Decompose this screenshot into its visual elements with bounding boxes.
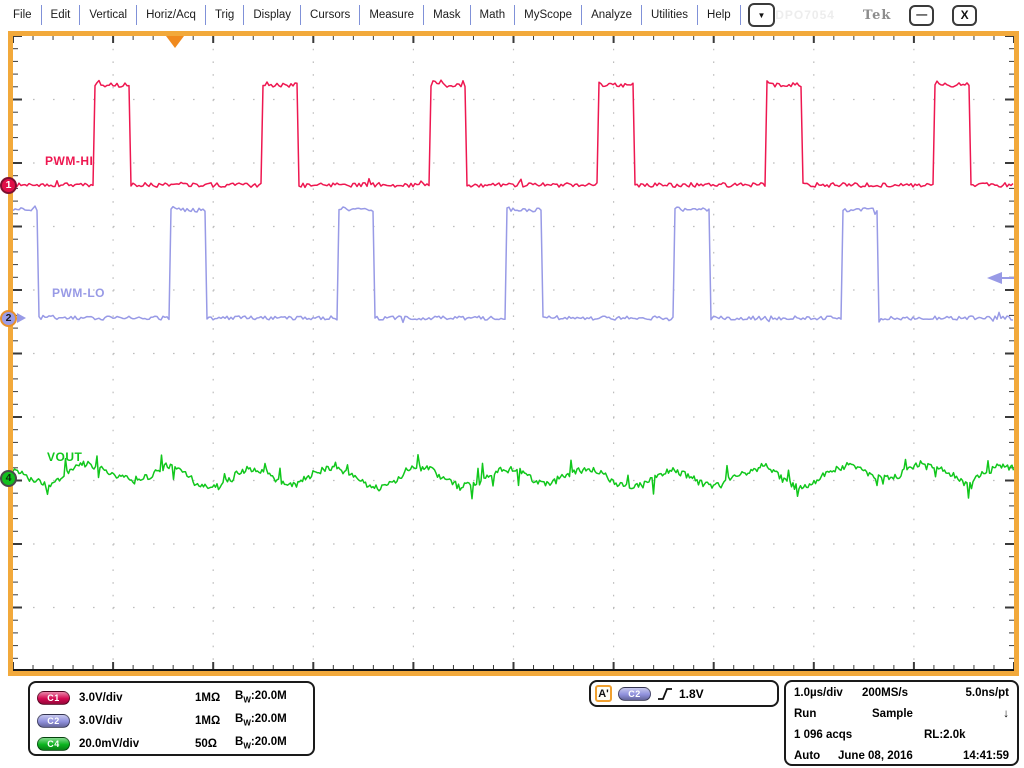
channel-1-marker[interactable]: 1: [0, 176, 17, 194]
c4-impedance-readout: 50Ω: [195, 737, 218, 750]
menu-item-math[interactable]: Math: [471, 5, 516, 25]
arrow-down-icon: ↓: [1003, 708, 1009, 720]
c4-scale-readout: 20.0mV/div: [79, 737, 140, 750]
c2-scale-readout: 3.0V/div: [79, 714, 123, 727]
channel-2-marker[interactable]: 2: [0, 309, 17, 327]
menu-bar: File Edit Vertical Horiz/Acq Trig Displa…: [0, 0, 1024, 30]
horizontal-readout-panel: 1.0µs/div 200MS/s 5.0ns/pt Run Sample ↓ …: [784, 680, 1019, 766]
trigger-level-arrow-icon[interactable]: [987, 272, 1002, 284]
channel-badge-c4[interactable]: C4: [37, 736, 70, 751]
trace-pwm-hi: [13, 79, 1014, 189]
timebase-scale: 1.0µs/div: [794, 687, 843, 699]
menu-item-horiz-acq[interactable]: Horiz/Acq: [137, 5, 206, 25]
channel-2-marker-label: 2: [5, 312, 12, 324]
timebase-row: 1.0µs/div 200MS/s 5.0ns/pt: [786, 687, 1017, 707]
menu-item-trig[interactable]: Trig: [206, 5, 245, 25]
channel-4-marker[interactable]: 4: [0, 469, 17, 487]
menu-item-mask[interactable]: Mask: [424, 5, 471, 25]
datetime-row: Auto June 08, 2016 14:41:59: [786, 750, 1017, 768]
channel-readout-row-c4: C4 20.0mV/div 50Ω BW:20.0M: [37, 732, 313, 755]
menu-item-myscope[interactable]: MyScope: [515, 5, 583, 25]
close-button[interactable]: X: [952, 4, 977, 26]
chevron-down-icon: ▼: [757, 10, 766, 20]
c2-impedance-readout: 1MΩ: [195, 714, 221, 727]
graticule-ticks: [13, 36, 1014, 671]
acquisition-count: 1 096 acqs: [794, 729, 853, 741]
scope-display: [13, 36, 1014, 671]
c1-scale-readout: 3.0V/div: [79, 691, 123, 704]
sample-rate: 200MS/s: [862, 687, 909, 699]
date-readout: June 08, 2016: [838, 750, 913, 762]
graticule: PWM-HI PWM-LO VOUT 1 2 4: [0, 31, 1019, 676]
run-state: Run: [794, 708, 817, 720]
menu-item-file[interactable]: File: [4, 5, 42, 25]
minimize-button[interactable]: —: [909, 4, 935, 26]
trigger-a-badge[interactable]: A': [595, 685, 612, 702]
menu-item-analyze[interactable]: Analyze: [582, 5, 642, 25]
model-watermark: DPO7054: [775, 8, 835, 22]
menu-item-measure[interactable]: Measure: [360, 5, 425, 25]
vertical-readout-panel: C1 3.0V/div 1MΩ BW:20.0M C2 3.0V/div 1MΩ…: [28, 681, 315, 756]
record-length: RL:2.0k: [924, 729, 966, 741]
waveform-label-pwm-lo: PWM-LO: [52, 286, 105, 300]
acquisition-mode: Sample: [872, 708, 913, 720]
channel-1-marker-label: 1: [5, 179, 12, 191]
rising-edge-icon: [658, 687, 672, 700]
channel-readout-row-c2: C2 3.0V/div 1MΩ BW:20.0M: [37, 709, 313, 732]
c4-bandwidth-readout: BW:20.0M: [235, 736, 287, 751]
sample-resolution: 5.0ns/pt: [965, 687, 1009, 699]
graticule-grid: [13, 36, 1014, 671]
menu-item-utilities[interactable]: Utilities: [642, 5, 699, 25]
acquisition-state-row: Run Sample ↓: [786, 708, 1017, 728]
trigger-readout-panel: A' C2 1.8V: [589, 680, 779, 707]
c1-impedance-readout: 1MΩ: [195, 691, 221, 704]
trace-vout: [13, 453, 1014, 500]
c1-bandwidth-readout: BW:20.0M: [235, 690, 287, 705]
trigger-position-icon[interactable]: [166, 36, 184, 48]
trigger-mode: Auto: [794, 750, 821, 762]
waveform-label-pwm-hi: PWM-HI: [45, 154, 94, 168]
channel-readout-row-c1: C1 3.0V/div 1MΩ BW:20.0M: [37, 686, 313, 709]
channel-badge-c2[interactable]: C2: [37, 713, 70, 728]
channel-4-marker-label: 4: [5, 472, 12, 484]
graticule-baseline: [13, 669, 1014, 671]
c2-bandwidth-readout: BW:20.0M: [235, 713, 287, 728]
acquisition-count-row: 1 096 acqs RL:2.0k: [786, 729, 1017, 749]
menu-dropdown-button[interactable]: ▼: [747, 3, 776, 27]
trigger-level-readout: 1.8V: [679, 686, 704, 701]
trigger-source-arrow-icon: [17, 313, 26, 323]
channel-badge-c1[interactable]: C1: [37, 690, 70, 705]
waveform-label-vout: VOUT: [47, 450, 83, 464]
menu-item-vertical[interactable]: Vertical: [80, 5, 138, 25]
menu-item-edit[interactable]: Edit: [42, 5, 81, 25]
trace-pwm-lo: [13, 205, 1014, 324]
menu-item-help[interactable]: Help: [698, 5, 741, 25]
menu-item-cursors[interactable]: Cursors: [301, 5, 361, 25]
tek-logo: Tek: [862, 7, 892, 23]
menu-item-display[interactable]: Display: [244, 5, 302, 25]
trigger-source-badge[interactable]: C2: [618, 686, 651, 701]
readout-bar: C1 3.0V/div 1MΩ BW:20.0M C2 3.0V/div 1MΩ…: [0, 676, 1024, 768]
time-readout: 14:41:59: [962, 750, 1009, 762]
